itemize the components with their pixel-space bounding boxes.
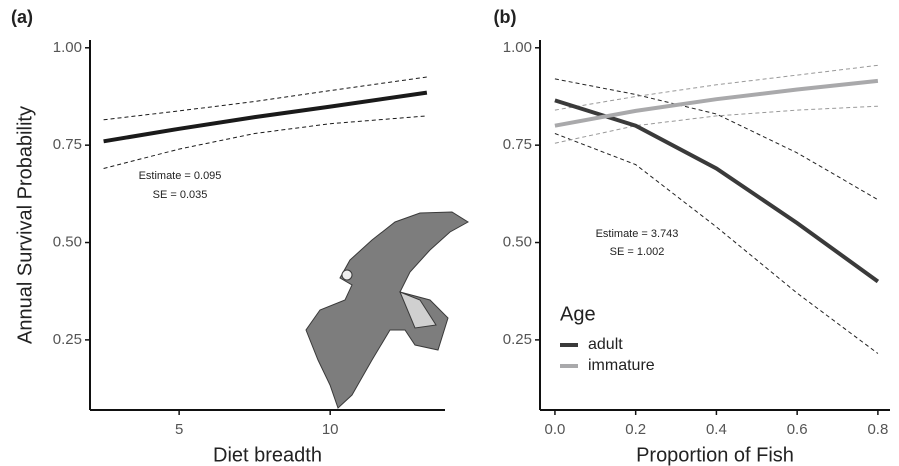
annotation: Estimate = 3.743 — [596, 228, 679, 240]
panel-label: (a) — [11, 7, 33, 27]
y-axis-title: Annual Survival Probability — [14, 106, 36, 344]
ci-line — [554, 133, 879, 354]
ci-line — [554, 105, 878, 144]
x-axis-title: Proportion of Fish — [636, 444, 794, 466]
series-line — [103, 90, 428, 144]
x-tick-label: 0.2 — [625, 421, 646, 438]
y-tick-label: 0.50 — [53, 233, 82, 250]
series-line — [554, 78, 879, 128]
ci-line — [103, 76, 427, 121]
annotation: Estimate = 0.095 — [139, 170, 222, 182]
y-tick-label: 0.25 — [503, 331, 532, 348]
x-tick-label: 0.6 — [787, 421, 808, 438]
y-tick-label: 1.00 — [53, 39, 82, 56]
legend-label: adult — [588, 336, 623, 353]
ci-line — [554, 64, 878, 111]
y-tick-label: 0.75 — [53, 136, 82, 153]
legend-label: immature — [588, 357, 655, 374]
ci-line — [554, 78, 879, 201]
y-tick-label: 0.75 — [503, 136, 532, 153]
annotation: SE = 0.035 — [153, 189, 208, 201]
eagle-illustration — [305, 211, 469, 409]
x-axis-title: Diet breadth — [213, 444, 322, 466]
ci-line — [103, 115, 427, 169]
series-line — [554, 98, 880, 284]
x-tick-label: 10 — [322, 421, 339, 438]
x-tick-label: 0.8 — [867, 421, 888, 438]
y-tick-label: 1.00 — [503, 39, 532, 56]
y-tick-label: 0.50 — [503, 233, 532, 250]
annotation: SE = 1.002 — [610, 246, 665, 258]
panel-label: (b) — [494, 7, 517, 27]
x-tick-label: 0.4 — [706, 421, 727, 438]
y-tick-label: 0.25 — [53, 331, 82, 348]
legend-title: Age — [560, 303, 596, 325]
x-tick-label: 5 — [175, 421, 183, 438]
x-tick-label: 0.0 — [545, 421, 566, 438]
